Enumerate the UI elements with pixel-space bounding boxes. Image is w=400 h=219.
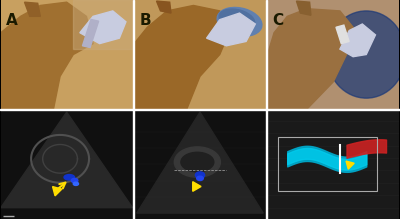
Polygon shape (134, 5, 229, 109)
Polygon shape (340, 24, 376, 57)
Polygon shape (24, 2, 40, 16)
Ellipse shape (73, 182, 78, 185)
Ellipse shape (219, 9, 255, 30)
Text: A: A (6, 13, 18, 28)
Polygon shape (336, 25, 349, 44)
Ellipse shape (195, 172, 205, 178)
Bar (73, 0, 132, 49)
Polygon shape (80, 11, 126, 44)
Polygon shape (268, 9, 353, 109)
Ellipse shape (174, 147, 220, 177)
Polygon shape (1, 2, 93, 109)
Ellipse shape (71, 178, 78, 183)
Bar (278, 137, 377, 191)
Ellipse shape (64, 175, 74, 180)
Polygon shape (1, 112, 132, 208)
Text: C: C (273, 13, 284, 28)
Polygon shape (206, 13, 255, 46)
Ellipse shape (217, 7, 262, 36)
Polygon shape (296, 1, 311, 15)
Ellipse shape (181, 152, 214, 172)
Ellipse shape (327, 11, 400, 98)
Ellipse shape (197, 176, 203, 180)
Bar (82, 19, 99, 48)
Text: B: B (140, 13, 151, 28)
Polygon shape (156, 1, 171, 13)
Polygon shape (137, 112, 263, 213)
